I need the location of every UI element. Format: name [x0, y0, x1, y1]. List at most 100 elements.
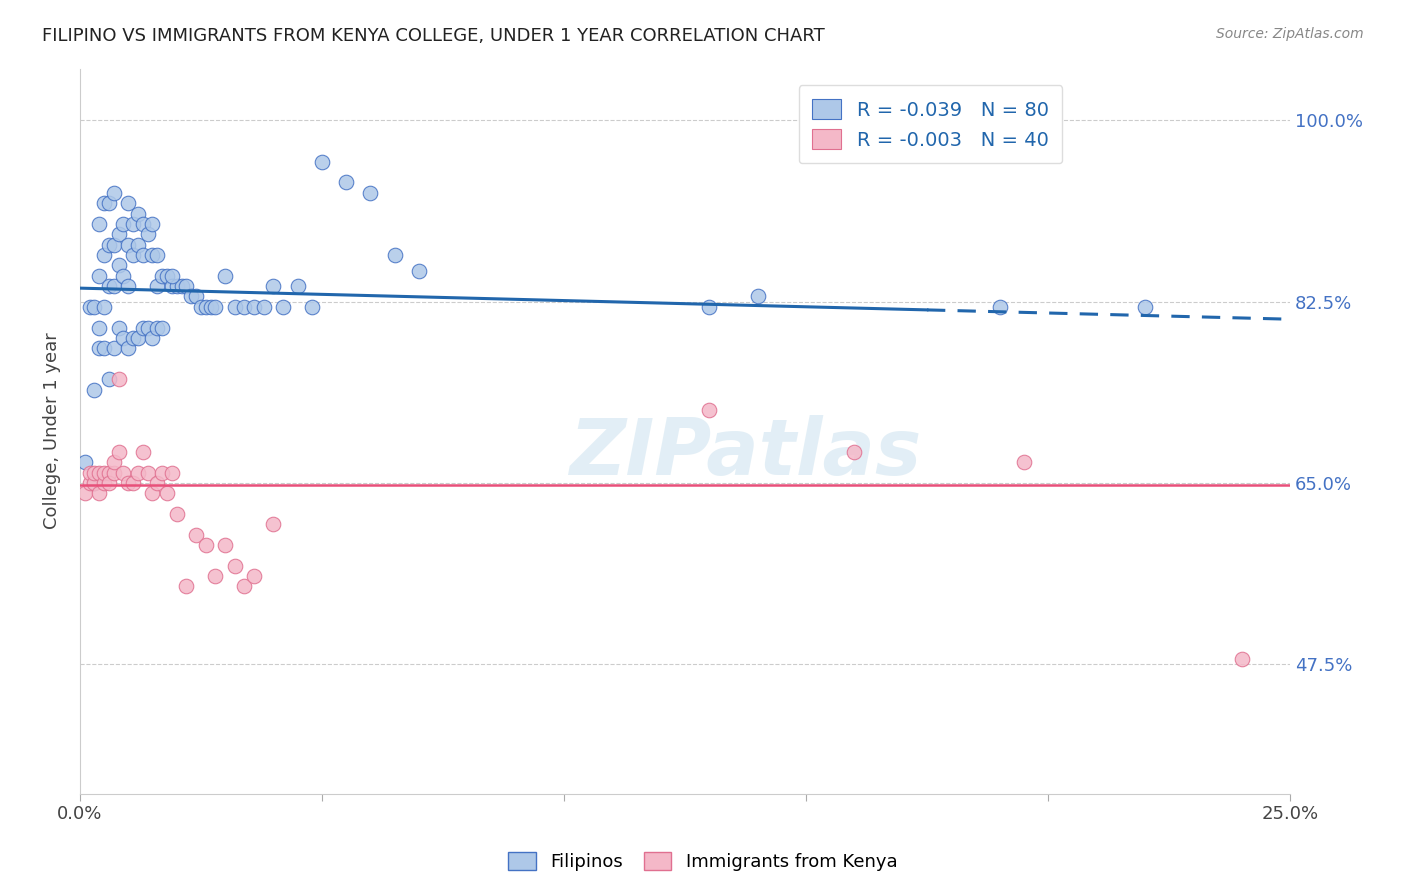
- Point: [79, 466, 101, 480]
- Point: [89, 217, 111, 231]
- Point: [112, 217, 135, 231]
- Point: [83, 475, 105, 490]
- Point: [1230, 652, 1253, 666]
- Point: [263, 517, 285, 532]
- Point: [384, 248, 406, 262]
- Point: [107, 320, 129, 334]
- Point: [697, 403, 720, 417]
- Point: [117, 196, 139, 211]
- Point: [122, 248, 145, 262]
- Point: [103, 279, 125, 293]
- Point: [176, 579, 198, 593]
- Point: [117, 341, 139, 355]
- Point: [112, 466, 135, 480]
- Point: [93, 475, 115, 490]
- Point: [97, 466, 120, 480]
- Point: [132, 320, 155, 334]
- Point: [97, 279, 120, 293]
- Point: [170, 279, 193, 293]
- Point: [89, 320, 111, 334]
- Point: [180, 289, 202, 303]
- Point: [93, 466, 115, 480]
- Point: [150, 466, 173, 480]
- Point: [107, 258, 129, 272]
- Point: [97, 475, 120, 490]
- Point: [150, 320, 173, 334]
- Point: [89, 466, 111, 480]
- Point: [311, 154, 333, 169]
- Point: [141, 331, 163, 345]
- Point: [127, 237, 149, 252]
- Point: [844, 445, 866, 459]
- Point: [73, 486, 96, 500]
- Point: [287, 279, 309, 293]
- Point: [136, 227, 159, 242]
- Point: [214, 268, 236, 283]
- Point: [132, 445, 155, 459]
- Point: [160, 466, 183, 480]
- Point: [156, 268, 179, 283]
- Point: [1133, 300, 1156, 314]
- Point: [97, 372, 120, 386]
- Point: [141, 248, 163, 262]
- Point: [200, 300, 222, 314]
- Point: [243, 569, 266, 583]
- Point: [160, 279, 183, 293]
- Point: [112, 331, 135, 345]
- Point: [1012, 455, 1035, 469]
- Point: [408, 263, 430, 277]
- Point: [117, 279, 139, 293]
- Point: [747, 289, 769, 303]
- Point: [141, 217, 163, 231]
- Point: [89, 268, 111, 283]
- Point: [166, 279, 188, 293]
- Point: [335, 176, 357, 190]
- Point: [89, 486, 111, 500]
- Y-axis label: College, Under 1 year: College, Under 1 year: [44, 333, 60, 530]
- Point: [107, 227, 129, 242]
- Point: [117, 475, 139, 490]
- Point: [83, 466, 105, 480]
- Point: [103, 455, 125, 469]
- Point: [141, 486, 163, 500]
- Point: [127, 331, 149, 345]
- Point: [103, 466, 125, 480]
- Text: ZIPatlas: ZIPatlas: [569, 415, 921, 491]
- Point: [79, 475, 101, 490]
- Point: [132, 248, 155, 262]
- Point: [214, 538, 236, 552]
- Point: [127, 206, 149, 220]
- Point: [156, 486, 179, 500]
- Point: [263, 279, 285, 293]
- Point: [103, 186, 125, 200]
- Point: [117, 237, 139, 252]
- Point: [93, 196, 115, 211]
- Point: [79, 300, 101, 314]
- Point: [204, 300, 226, 314]
- Point: [93, 300, 115, 314]
- Point: [160, 268, 183, 283]
- Point: [301, 300, 323, 314]
- Point: [136, 466, 159, 480]
- Point: [697, 300, 720, 314]
- Point: [146, 475, 169, 490]
- Point: [97, 237, 120, 252]
- Point: [97, 196, 120, 211]
- Legend: R = -0.039   N = 80, R = -0.003   N = 40: R = -0.039 N = 80, R = -0.003 N = 40: [799, 86, 1063, 163]
- Point: [146, 248, 169, 262]
- Point: [112, 268, 135, 283]
- Point: [122, 331, 145, 345]
- Text: Source: ZipAtlas.com: Source: ZipAtlas.com: [1216, 27, 1364, 41]
- Point: [103, 341, 125, 355]
- Point: [184, 527, 207, 541]
- Point: [184, 289, 207, 303]
- Point: [271, 300, 294, 314]
- Point: [194, 538, 217, 552]
- Point: [176, 279, 198, 293]
- Point: [224, 558, 246, 573]
- Point: [89, 341, 111, 355]
- Point: [83, 300, 105, 314]
- Point: [107, 445, 129, 459]
- Point: [253, 300, 276, 314]
- Point: [107, 372, 129, 386]
